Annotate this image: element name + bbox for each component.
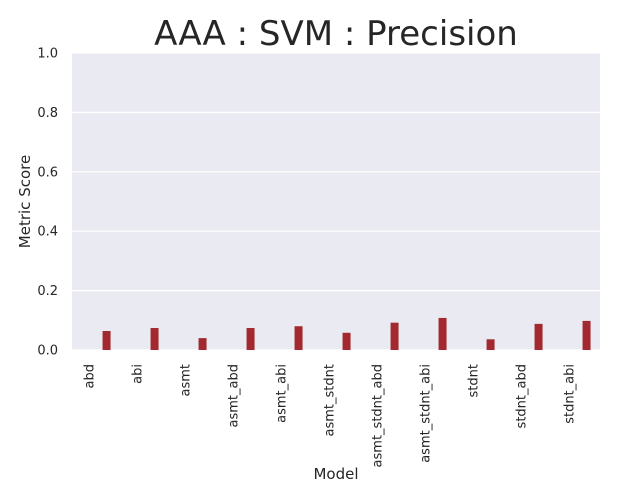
y-tick-label: 0.6 bbox=[37, 165, 58, 180]
x-tick-label: asmt_stdnt_abi bbox=[418, 364, 433, 463]
bar-abi bbox=[150, 328, 159, 350]
bar-asmt-stdnt bbox=[342, 332, 351, 350]
x-axis-ticks: abd abi asmt asmt_abd asmt_abi asmt_stdnt asmt… bbox=[82, 364, 577, 467]
x-tick-label: asmt_stdnt_abd bbox=[370, 364, 385, 467]
bar-asmt-abi bbox=[294, 326, 303, 350]
bars bbox=[102, 317, 591, 350]
x-tick-label: stdnt bbox=[466, 364, 481, 397]
y-tick-label: 1.0 bbox=[37, 47, 58, 62]
bar-asmt-stdnt-abi bbox=[438, 317, 447, 350]
grid-lines bbox=[72, 52, 600, 351]
bar-asmt-stdnt-abd bbox=[390, 322, 399, 350]
bar-stdnt bbox=[486, 339, 495, 350]
x-tick-label: asmt_abi bbox=[274, 364, 289, 423]
bar-stdnt-abd bbox=[534, 323, 543, 350]
y-tick-label: 0.8 bbox=[37, 106, 58, 121]
x-tick-label: abi bbox=[130, 364, 145, 384]
y-tick-label: 0.2 bbox=[37, 284, 58, 299]
bar-stdnt-abi bbox=[582, 320, 591, 350]
x-tick-label: asmt_stdnt bbox=[322, 364, 337, 436]
x-tick-label: stdnt_abd bbox=[514, 364, 529, 428]
y-axis-ticks: 0.0 0.2 0.4 0.6 0.8 1.0 bbox=[37, 47, 58, 359]
x-tick-label: abd bbox=[82, 364, 97, 388]
x-axis-label: Model bbox=[313, 465, 358, 483]
plot-area bbox=[72, 53, 600, 350]
x-tick-label: asmt_abd bbox=[226, 364, 241, 427]
y-axis-label: Metric Score bbox=[16, 155, 34, 248]
bar-asmt bbox=[198, 338, 207, 350]
bar-asmt-abd bbox=[246, 328, 255, 350]
x-tick-label: stdnt_abi bbox=[562, 364, 577, 424]
chart-title: AAA : SVM : Precision bbox=[154, 14, 518, 54]
y-tick-label: 0.0 bbox=[37, 344, 58, 359]
y-tick-label: 0.4 bbox=[37, 225, 58, 240]
x-tick-label: asmt bbox=[178, 364, 193, 397]
bar-abd bbox=[102, 330, 111, 350]
